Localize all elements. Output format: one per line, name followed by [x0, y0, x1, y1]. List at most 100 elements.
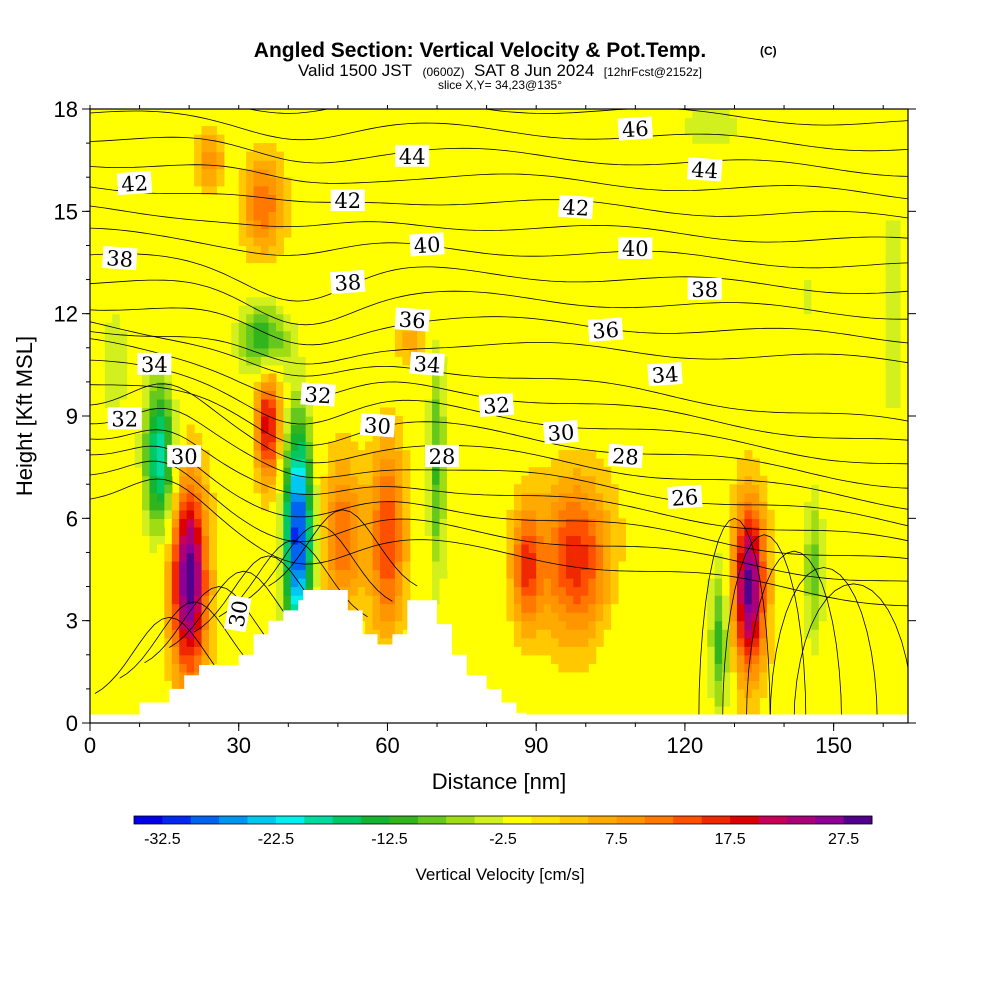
w-field-cell	[268, 543, 277, 554]
w-field-cell	[759, 543, 768, 554]
w-field-cell	[744, 560, 753, 571]
w-field-cell	[149, 433, 158, 443]
w-field-cell	[112, 313, 121, 323]
w-field-cell	[588, 646, 597, 656]
w-field-cell	[714, 526, 723, 536]
w-field-cell	[365, 492, 374, 502]
w-field-cell	[446, 424, 455, 434]
w-field-cell	[275, 219, 284, 229]
w-field-cell	[528, 569, 537, 579]
w-field-cell	[268, 236, 277, 247]
w-field-cell	[714, 143, 723, 153]
contour-label-box	[409, 232, 445, 257]
w-field-cell	[766, 595, 775, 605]
w-field-cell	[655, 629, 664, 639]
contour-label-text: 40	[413, 232, 441, 258]
w-field-cell	[298, 467, 307, 477]
w-field-cell	[275, 339, 284, 349]
w-field-cell	[186, 629, 195, 639]
w-field-cell	[714, 629, 723, 639]
colorbar-swatch	[446, 816, 476, 824]
y-tick-label: 12	[54, 302, 78, 327]
w-field-cell	[513, 595, 522, 605]
w-field-cell	[751, 663, 760, 673]
w-field-cell	[670, 620, 679, 630]
w-field-cell	[714, 543, 723, 554]
w-field-cell	[305, 407, 314, 417]
w-field-cell	[134, 347, 143, 357]
w-field-cell	[313, 364, 322, 374]
w-field-cell	[744, 143, 753, 153]
w-field-cell	[171, 509, 180, 519]
w-field-cell	[878, 416, 887, 426]
w-field-cell	[707, 612, 716, 622]
w-field-cell	[722, 603, 731, 613]
w-field-cell	[387, 637, 396, 647]
w-field-cell	[104, 296, 113, 306]
w-field-cell	[119, 296, 128, 306]
isentrope-line	[90, 383, 908, 510]
w-field-cell	[134, 296, 143, 306]
w-field-cell	[97, 279, 106, 289]
w-field-cell	[565, 603, 574, 613]
w-field-cell	[424, 398, 433, 409]
w-field-cell	[893, 347, 902, 357]
w-field-cell	[179, 586, 188, 596]
w-field-cell	[402, 501, 411, 511]
w-field-cell	[201, 168, 210, 178]
w-field-cell	[246, 202, 255, 212]
w-field-cell	[699, 629, 708, 639]
w-field-cell	[394, 467, 403, 477]
w-field-cell	[283, 552, 292, 562]
w-field-cell	[632, 646, 641, 656]
w-field-cell	[268, 424, 277, 434]
w-field-cell	[238, 381, 247, 392]
w-field-cell	[387, 441, 396, 451]
w-field-cell	[722, 569, 731, 579]
w-field-cell	[186, 535, 195, 545]
w-field-cell	[253, 424, 262, 434]
w-field-cell	[893, 313, 902, 323]
w-field-cell	[803, 492, 812, 502]
w-field-cell	[313, 518, 322, 528]
w-field-cell	[536, 526, 545, 536]
w-field-cell	[335, 492, 344, 502]
w-field-cell	[543, 526, 552, 536]
w-field-cell	[513, 578, 522, 588]
w-field-cell	[640, 134, 649, 144]
w-field-cell	[714, 612, 723, 622]
w-field-cell	[818, 578, 827, 588]
w-field-cell	[186, 433, 195, 443]
w-field-cell	[97, 373, 106, 383]
w-field-cell	[551, 552, 560, 562]
w-field-cell	[134, 484, 143, 494]
w-field-cell	[268, 313, 277, 323]
w-field-cell	[104, 339, 113, 349]
w-field-cell	[610, 663, 619, 673]
w-field-cell	[521, 526, 530, 536]
w-field-cell	[335, 450, 344, 460]
w-field-cell	[104, 271, 113, 281]
w-field-cell	[97, 364, 106, 374]
w-field-cell	[90, 330, 99, 340]
w-field-cell	[164, 543, 173, 554]
w-field-cell	[766, 586, 775, 596]
w-field-cell	[632, 663, 641, 673]
w-field-cell	[543, 595, 552, 605]
w-field-cell	[543, 612, 552, 622]
w-field-cell	[878, 160, 887, 170]
w-field-cell	[97, 467, 106, 477]
w-field-cell	[119, 450, 128, 460]
w-field-cell	[357, 535, 366, 545]
w-field-cell	[811, 629, 820, 639]
w-field-cell	[171, 364, 180, 374]
w-field-cell	[402, 569, 411, 579]
w-field-cell	[194, 518, 203, 528]
w-field-cell	[365, 552, 374, 562]
contour-label-text: 30	[225, 599, 253, 629]
w-field-cell	[305, 467, 314, 477]
w-field-cell	[617, 680, 627, 690]
w-field-cell	[387, 501, 396, 511]
w-field-cell	[149, 458, 158, 468]
w-field-cell	[640, 595, 649, 605]
